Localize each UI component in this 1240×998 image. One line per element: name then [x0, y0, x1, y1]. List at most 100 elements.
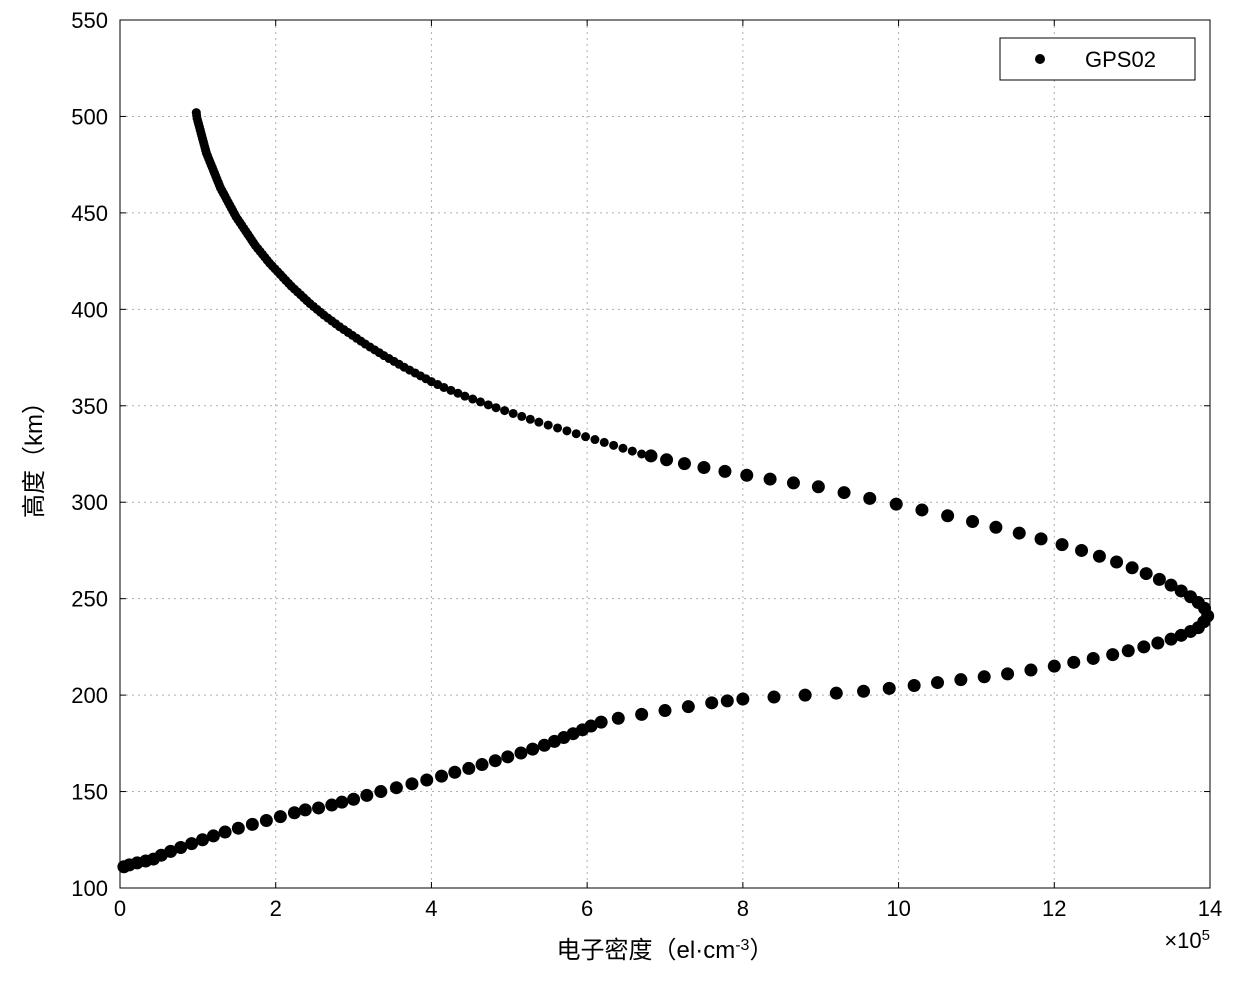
data-point	[1137, 640, 1150, 653]
y-tick-label: 450	[71, 201, 108, 226]
data-point	[1126, 561, 1139, 574]
data-point	[509, 409, 518, 418]
data-point	[1056, 538, 1069, 551]
electron-density-chart: 0246810121410015020025030035040045050055…	[0, 0, 1240, 998]
data-point	[526, 415, 535, 424]
data-point	[635, 708, 648, 721]
data-point	[1087, 652, 1100, 665]
data-point	[335, 796, 348, 809]
data-point	[1035, 532, 1048, 545]
data-point	[628, 447, 637, 456]
data-point	[736, 692, 749, 705]
y-tick-label: 150	[71, 780, 108, 805]
y-tick-label: 500	[71, 104, 108, 129]
chart-svg: 0246810121410015020025030035040045050055…	[0, 0, 1240, 998]
data-point	[915, 503, 928, 516]
data-point	[660, 453, 673, 466]
data-point	[787, 476, 800, 489]
data-point	[989, 521, 1002, 534]
data-point	[1165, 579, 1178, 592]
x-tick-label: 8	[737, 896, 749, 921]
data-point	[274, 810, 287, 823]
data-point	[600, 438, 609, 447]
data-point	[420, 773, 433, 786]
data-point	[890, 498, 903, 511]
data-point	[489, 754, 502, 767]
x-tick-label: 6	[581, 896, 593, 921]
data-point	[812, 480, 825, 493]
data-point	[931, 676, 944, 689]
data-point	[347, 793, 360, 806]
data-point	[1153, 573, 1166, 586]
data-point	[966, 515, 979, 528]
data-point	[572, 429, 581, 438]
y-axis-label: 高度（km）	[21, 390, 48, 518]
x-tick-label: 0	[114, 896, 126, 921]
data-point	[390, 781, 403, 794]
data-point	[705, 696, 718, 709]
data-point	[908, 679, 921, 692]
data-point	[590, 435, 599, 444]
y-tick-label: 550	[71, 8, 108, 33]
data-point	[500, 406, 509, 415]
data-point	[721, 694, 734, 707]
data-point	[1075, 544, 1088, 557]
data-point	[1151, 637, 1164, 650]
data-point	[501, 750, 514, 763]
data-point	[1093, 550, 1106, 563]
data-point	[612, 712, 625, 725]
data-point	[534, 418, 543, 427]
data-point	[659, 704, 672, 717]
data-point	[1024, 664, 1037, 677]
data-point	[954, 673, 967, 686]
data-point	[517, 412, 526, 421]
data-point	[581, 432, 590, 441]
data-point	[718, 465, 731, 478]
data-point	[618, 444, 627, 453]
data-point	[857, 685, 870, 698]
data-point	[192, 108, 201, 117]
data-point	[312, 801, 325, 814]
data-point	[544, 421, 553, 430]
data-point	[526, 743, 539, 756]
data-point	[609, 441, 618, 450]
data-point	[1122, 644, 1135, 657]
data-point	[299, 803, 312, 816]
data-point	[595, 716, 608, 729]
data-point	[462, 762, 475, 775]
data-point	[644, 449, 657, 462]
data-point	[978, 670, 991, 683]
y-tick-label: 400	[71, 297, 108, 322]
data-point	[260, 814, 273, 827]
legend-marker	[1035, 54, 1045, 64]
y-tick-label: 250	[71, 587, 108, 612]
data-point	[374, 785, 387, 798]
data-point	[941, 509, 954, 522]
data-point	[883, 682, 896, 695]
data-point	[468, 395, 477, 404]
data-point	[360, 789, 373, 802]
y-tick-label: 100	[71, 876, 108, 901]
data-point	[697, 461, 710, 474]
data-point	[830, 687, 843, 700]
data-point	[476, 397, 485, 406]
data-point	[1140, 567, 1153, 580]
data-point	[1067, 656, 1080, 669]
data-point	[637, 450, 646, 459]
data-point	[1110, 556, 1123, 569]
data-point	[1001, 667, 1014, 680]
data-point	[678, 457, 691, 470]
x-exponent-label: ×105	[1164, 927, 1210, 954]
data-point	[764, 473, 777, 486]
data-point	[484, 400, 493, 409]
data-point	[288, 806, 301, 819]
data-point	[562, 426, 571, 435]
data-point	[514, 746, 527, 759]
x-tick-label: 4	[425, 896, 437, 921]
data-point	[448, 766, 461, 779]
y-tick-label: 300	[71, 490, 108, 515]
x-tick-label: 10	[886, 896, 910, 921]
y-tick-label: 200	[71, 683, 108, 708]
data-point	[553, 423, 562, 432]
data-point	[863, 492, 876, 505]
